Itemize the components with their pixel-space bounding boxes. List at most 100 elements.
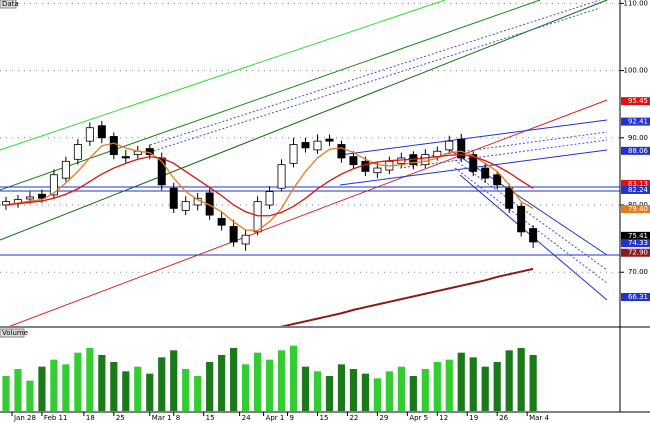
candle-body xyxy=(121,156,130,159)
candle-body xyxy=(169,187,178,209)
x-tick-label: 25 xyxy=(116,414,125,422)
volume-bar xyxy=(325,376,334,411)
candle-body xyxy=(325,138,334,142)
candle-body xyxy=(313,140,322,151)
volume-bar xyxy=(373,378,381,411)
price-panel xyxy=(0,0,620,326)
price-marker xyxy=(621,179,650,188)
volume-bar xyxy=(313,371,322,411)
x-tick-label: 26 xyxy=(499,414,508,422)
chart-title: Data xyxy=(2,0,19,8)
volume-bar xyxy=(397,366,405,411)
moving-average-line xyxy=(5,153,534,217)
volume-bar xyxy=(493,362,501,411)
x-tick-label: 24 xyxy=(242,414,251,422)
x-tick-label: Apr 1 xyxy=(266,414,285,422)
candle-body xyxy=(97,125,106,139)
candle-body xyxy=(217,218,226,226)
price-marker xyxy=(621,231,650,240)
moving-average-line xyxy=(5,142,534,232)
x-tick-label: 12 xyxy=(439,414,448,422)
x-tick-label: 22 xyxy=(349,414,358,422)
candle-body xyxy=(25,196,34,200)
volume-bar xyxy=(385,371,393,411)
volume-bar xyxy=(349,369,358,411)
price-marker xyxy=(621,146,650,155)
price-marker-label: 92.41 xyxy=(628,118,648,126)
volume-title: Volume xyxy=(2,329,28,337)
y-tick-label: 70.00 xyxy=(628,268,648,276)
price-marker-label: 79.40 xyxy=(628,205,648,213)
candle-body xyxy=(1,201,10,206)
volume-bar xyxy=(50,359,58,411)
candle-body xyxy=(181,201,190,211)
trend-line xyxy=(454,159,608,271)
candle-body xyxy=(229,226,238,243)
volume-bar xyxy=(14,369,22,411)
candle-body xyxy=(241,234,250,245)
volume-bar xyxy=(86,348,94,411)
price-marker xyxy=(621,205,650,214)
x-tick-label: Jan 28 xyxy=(13,414,36,422)
volume-bar xyxy=(206,362,214,411)
volume-bar xyxy=(26,380,34,411)
price-marker-label: 75.41 xyxy=(628,232,648,240)
volume-bar xyxy=(421,369,429,411)
price-marker-label: 88.06 xyxy=(628,147,649,155)
volume-bar xyxy=(433,362,441,411)
price-marker-label: 66.31 xyxy=(628,293,648,301)
candle-body xyxy=(289,144,298,164)
candle-body xyxy=(361,160,370,172)
candle-body xyxy=(73,144,82,160)
trend-line xyxy=(149,0,601,146)
candle-body xyxy=(49,174,58,196)
price-marker xyxy=(621,239,650,248)
volume-bar xyxy=(2,376,10,411)
volume-bar xyxy=(361,373,370,411)
candle-body xyxy=(529,228,538,243)
trend-line xyxy=(9,99,608,326)
volume-bar xyxy=(289,345,298,411)
candle-body xyxy=(253,201,262,233)
volume-bar xyxy=(230,348,238,411)
volume-bar xyxy=(445,359,453,411)
x-tick-label: Mar 1 xyxy=(152,414,172,422)
candle-body xyxy=(109,136,118,155)
trend-line xyxy=(339,119,608,156)
price-marker xyxy=(621,97,650,106)
trend-line xyxy=(0,0,608,241)
candle-body xyxy=(349,156,358,166)
trend-line xyxy=(0,0,446,151)
trend-line xyxy=(399,139,608,169)
volume-bar xyxy=(242,364,250,411)
candle-body xyxy=(481,167,490,179)
candle-body xyxy=(493,174,502,186)
volume-bar xyxy=(38,366,46,411)
volume-bar xyxy=(505,350,513,411)
candle-body xyxy=(265,191,274,206)
title-box xyxy=(0,0,17,9)
candle-body xyxy=(517,205,526,233)
volume-bar xyxy=(134,366,142,411)
candle-body xyxy=(37,193,46,199)
candle-body xyxy=(505,187,514,209)
trend-line xyxy=(399,131,608,161)
volume-bar xyxy=(218,355,226,411)
volume-bar xyxy=(469,357,477,411)
x-tick-label: 8 xyxy=(176,414,180,422)
volume-bar xyxy=(337,364,346,411)
candle-body xyxy=(337,144,346,159)
x-tick-label: 29 xyxy=(379,414,388,422)
x-tick-label: 15 xyxy=(319,414,328,422)
price-marker-label: 74.33 xyxy=(628,239,648,247)
volume-bar xyxy=(170,350,178,411)
trend-line xyxy=(149,7,601,153)
x-tick-label: 9 xyxy=(290,414,294,422)
volume-bar xyxy=(98,355,106,411)
volume-bar xyxy=(182,369,190,411)
price-marker xyxy=(621,248,650,257)
price-marker xyxy=(621,293,650,302)
y-tick-label: 90.00 xyxy=(628,134,648,142)
